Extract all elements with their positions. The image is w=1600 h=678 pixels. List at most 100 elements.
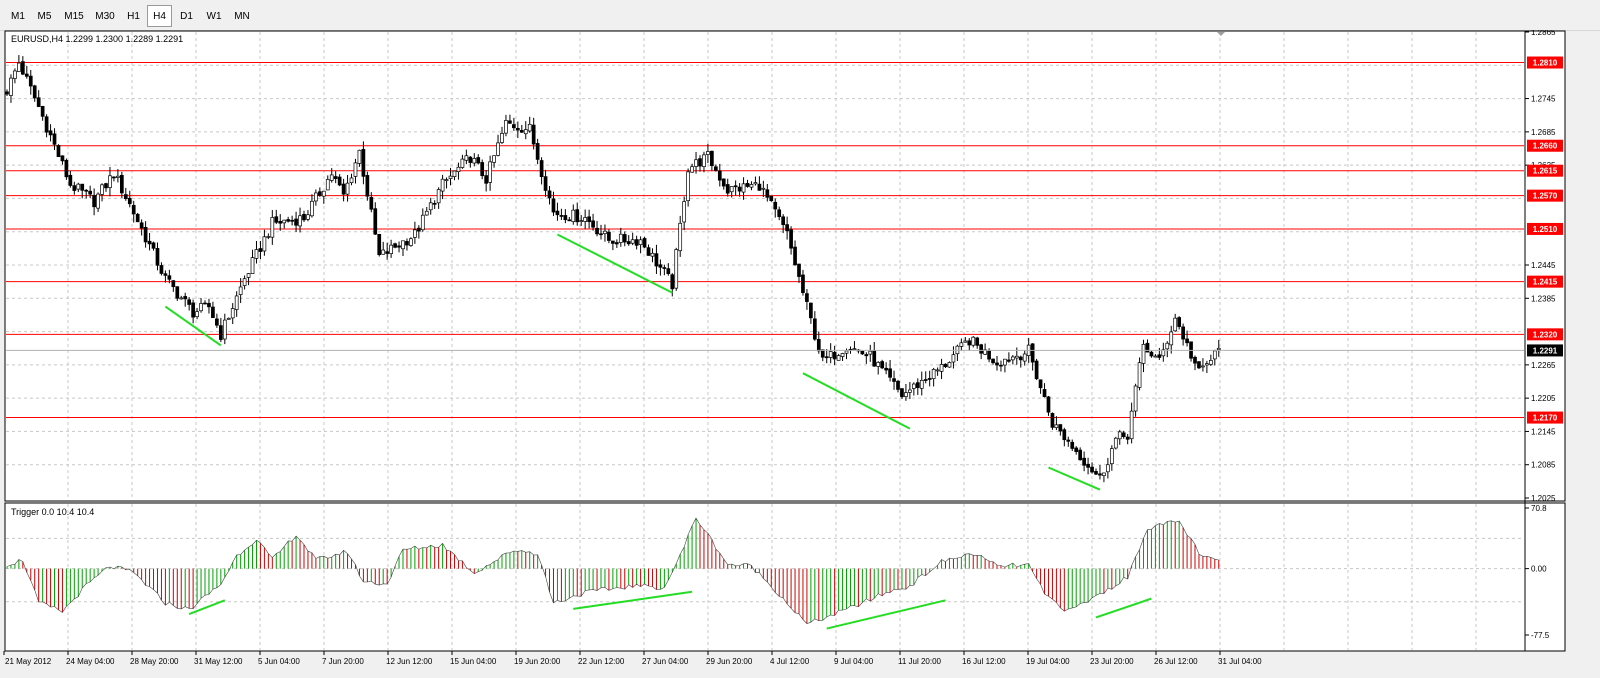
candle-body (56, 145, 61, 157)
candle-body (44, 116, 49, 133)
timeframe-mn-button[interactable]: MN (234, 11, 250, 22)
candle-body (238, 286, 243, 295)
candle-body (131, 204, 136, 215)
candle-body (72, 185, 77, 191)
candle-body (1058, 424, 1063, 432)
price-axis: 1.28651.27451.26851.26251.24451.23851.22… (6, 30, 1563, 503)
level-price-label: 1.2415 (1533, 278, 1558, 287)
time-tick-label: 7 Jun 20:00 (322, 657, 364, 666)
candle-body (622, 234, 627, 243)
candle-body (1086, 463, 1090, 468)
time-tick-label: 27 Jun 04:00 (642, 657, 689, 666)
candle-body (785, 224, 789, 232)
candle-body (1125, 436, 1130, 440)
candle-body (1113, 437, 1118, 449)
candle-body (931, 369, 936, 380)
candle-body (488, 161, 492, 183)
candle-body (1066, 439, 1071, 442)
candle-body (1169, 331, 1174, 346)
chart-shift-marker[interactable] (1217, 32, 1225, 36)
candle-body (991, 358, 995, 364)
candle-body (306, 214, 310, 220)
chart-window[interactable]: 1.28651.27451.26851.26251.24451.23851.22… (0, 30, 1600, 678)
indicator-panel[interactable] (4, 502, 1566, 652)
timeframe-h4-button[interactable]: H4 (147, 5, 172, 27)
candle-body (634, 239, 639, 246)
candle-body (979, 344, 984, 354)
timeframe-m30-button[interactable]: M30 (95, 11, 115, 22)
candle-body (242, 278, 247, 286)
timeframe-m1-button[interactable]: M1 (11, 11, 25, 22)
candle-body (250, 257, 255, 274)
candle-body (381, 249, 386, 255)
candle-body (702, 154, 706, 168)
time-tick-label: 22 Jun 12:00 (578, 657, 625, 666)
candle-body (868, 350, 873, 355)
candle-body (749, 184, 754, 188)
candle-body (317, 191, 322, 196)
timeframe-w1-button[interactable]: W1 (206, 11, 222, 22)
main-chart-panel[interactable] (4, 30, 1566, 502)
level-price-label: 1.2570 (1533, 192, 1558, 201)
candle-body (432, 202, 437, 205)
time-tick-label: 15 Jun 04:00 (450, 657, 497, 666)
candle-body (294, 218, 298, 226)
candle-body (179, 297, 184, 300)
candle-body (424, 210, 429, 216)
trendline (826, 599, 946, 630)
time-tick-label: 21 May 2012 (5, 657, 52, 666)
time-axis: 21 May 2012 24 May 04:00 28 May 20:00 31 Ma… (3, 651, 1262, 666)
candle-body (519, 130, 524, 133)
candle-body (777, 209, 782, 217)
candle-body (1177, 317, 1182, 327)
trendline (556, 233, 673, 294)
candle-body (167, 275, 172, 280)
timeframe-m5-button[interactable]: M5 (37, 11, 52, 22)
candle-body (1070, 441, 1075, 449)
candle-body (963, 340, 968, 343)
time-tick-label: 31 Jul 04:00 (1218, 657, 1262, 666)
time-tick-label: 5 Jun 04:00 (258, 657, 300, 666)
candle-body (828, 351, 833, 358)
indicator-trendlines[interactable] (188, 590, 1152, 630)
current-price-label: 1.2291 (1533, 346, 1558, 355)
candle-body (1181, 326, 1185, 340)
candle-body (270, 217, 275, 238)
candle-body (413, 229, 417, 238)
candle-body (1193, 356, 1197, 364)
candle-body (84, 189, 89, 192)
timeframe-d1-button[interactable]: D1 (180, 11, 193, 22)
time-tick-label: 9 Jul 04:00 (834, 657, 874, 666)
candle-body (282, 219, 287, 224)
trendline (573, 590, 693, 610)
candle-body (393, 243, 397, 248)
candle-body (9, 77, 13, 96)
candle-body (781, 216, 786, 225)
candle-body (678, 222, 683, 252)
candle-body (472, 158, 477, 164)
candle-body (642, 238, 647, 248)
candle-body (151, 242, 156, 249)
candle-body (1038, 379, 1043, 389)
candle-body (880, 361, 885, 369)
candle-body (555, 210, 560, 216)
price-trendlines[interactable] (164, 233, 1101, 491)
price-tick-label: 1.2205 (1531, 394, 1556, 403)
candle-body (793, 246, 797, 266)
candle-body (373, 208, 378, 235)
candle-body (353, 162, 358, 177)
price-tick-label: 1.2865 (1531, 30, 1556, 37)
timeframe-m15-button[interactable]: M15 (64, 11, 84, 22)
candle-body (274, 216, 279, 223)
candle-body (80, 183, 85, 191)
candle-body (191, 302, 195, 318)
candle-body (547, 190, 552, 199)
candle-body (908, 389, 912, 393)
candle-body (183, 296, 188, 300)
timeframe-h1-button[interactable]: H1 (127, 11, 140, 22)
candle-body (1216, 347, 1221, 350)
candle-body (801, 274, 805, 293)
candle-body (28, 75, 33, 87)
candle-body (116, 175, 120, 178)
level-price-label: 1.2615 (1533, 167, 1558, 176)
